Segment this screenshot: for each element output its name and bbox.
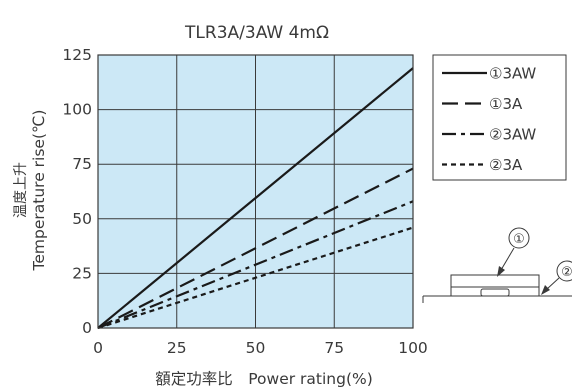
plot-border xyxy=(97,54,414,329)
legend-items: ①3AW ①3A ②3AW ②3A xyxy=(442,65,536,174)
marker-1-circle xyxy=(508,227,530,249)
y-tick-label: 100 xyxy=(62,101,92,119)
series-line-4 xyxy=(97,226,414,330)
resistor-diagram: ① ② xyxy=(422,227,572,303)
y-tick-label: 50 xyxy=(72,210,92,228)
plot-area xyxy=(97,54,414,330)
y-tick-labels: 0 25 50 75 100 125 xyxy=(62,46,92,337)
resistor-element xyxy=(480,288,510,297)
x-tick-label: 0 xyxy=(93,339,103,357)
legend-label-3: ②3AW xyxy=(489,126,536,144)
marker-1-arrow-head xyxy=(497,266,505,277)
y-axis-label-cjk: 温度上升 xyxy=(13,162,29,218)
series-line-2 xyxy=(97,167,414,329)
chart-title: TLR3A/3AW 4mΩ xyxy=(184,23,329,43)
x-axis-label: 額定功率比 Power rating(%) xyxy=(155,370,373,388)
y-tick-label: 0 xyxy=(82,319,92,337)
marker-2-arrow-head xyxy=(541,285,550,295)
legend-box xyxy=(432,54,567,181)
x-tick-label: 75 xyxy=(324,339,344,357)
legend-label-4: ②3A xyxy=(489,156,523,174)
x-tick-label: 100 xyxy=(398,339,428,357)
x-tick-label: 50 xyxy=(246,339,266,357)
x-tick-labels: 0 25 50 75 100 xyxy=(93,339,428,357)
y-tick-label: 125 xyxy=(62,46,92,64)
legend-label-1: ①3AW xyxy=(489,65,536,83)
x-tick-label: 25 xyxy=(167,339,187,357)
marker-2-circle xyxy=(556,260,572,282)
marker-2-label: ② xyxy=(561,265,572,280)
legend-label-2: ①3A xyxy=(489,95,523,113)
marker-1-label: ① xyxy=(513,232,525,247)
y-tick-label: 75 xyxy=(72,155,92,173)
legend: ①3AW ①3A ②3AW ②3A xyxy=(432,54,567,181)
y-axis-label: Temperature rise(℃) xyxy=(30,110,48,272)
marker-2-arrow-line xyxy=(546,277,560,290)
y-tick-label: 25 xyxy=(72,264,92,282)
series-line-1 xyxy=(97,67,414,329)
grid xyxy=(98,55,413,328)
series-lines xyxy=(97,67,414,330)
series-line-3 xyxy=(97,200,414,330)
marker-1-arrow-line xyxy=(500,247,515,271)
